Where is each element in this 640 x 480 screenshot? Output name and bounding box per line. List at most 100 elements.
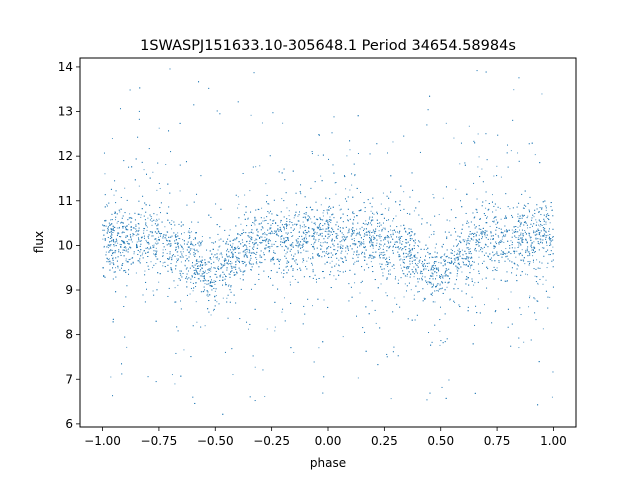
data-point (112, 239, 114, 241)
data-point (341, 236, 343, 238)
data-point (471, 257, 473, 259)
data-point (478, 241, 479, 243)
data-point (250, 236, 252, 238)
data-point (379, 263, 381, 265)
data-point (232, 255, 234, 257)
data-point (469, 267, 471, 269)
data-point (225, 284, 227, 286)
data-point (455, 239, 457, 241)
data-point (502, 253, 504, 255)
data-point (182, 239, 184, 241)
data-point (195, 301, 197, 303)
data-point (302, 221, 304, 223)
data-point (283, 273, 285, 274)
data-point (244, 250, 246, 252)
data-point (500, 218, 502, 220)
data-point (196, 321, 198, 323)
data-point (339, 229, 341, 231)
data-point (303, 260, 305, 261)
data-point (492, 251, 494, 253)
data-point (498, 236, 500, 238)
data-point (276, 234, 278, 236)
data-point (402, 273, 404, 274)
data-point (328, 233, 330, 235)
data-point (432, 301, 434, 303)
data-point (439, 284, 441, 286)
data-point (530, 236, 532, 238)
data-point (271, 258, 273, 260)
data-point (112, 257, 114, 259)
data-point (411, 257, 413, 259)
data-point (410, 252, 412, 254)
data-point (187, 241, 189, 243)
data-point (536, 300, 538, 302)
data-point (424, 297, 426, 299)
data-point (522, 259, 524, 261)
data-point (191, 231, 193, 233)
data-point (546, 267, 548, 269)
data-point (243, 271, 245, 273)
data-point (364, 223, 366, 225)
data-point (374, 309, 376, 311)
data-point (341, 232, 343, 234)
data-point (434, 271, 436, 273)
data-point (238, 260, 240, 262)
data-point (277, 258, 279, 260)
data-point (330, 231, 332, 233)
data-point (275, 241, 277, 243)
data-point (261, 242, 263, 244)
data-point (457, 249, 459, 251)
data-point (275, 230, 277, 232)
data-point (152, 290, 154, 292)
data-point (480, 247, 482, 249)
data-point (294, 279, 296, 280)
data-point (149, 204, 151, 206)
data-point (442, 277, 444, 279)
data-point (247, 235, 249, 237)
data-point (322, 242, 324, 244)
data-point (313, 238, 315, 240)
data-point (324, 230, 326, 232)
data-point (365, 234, 367, 236)
data-point (193, 245, 195, 247)
data-point (289, 219, 291, 221)
data-point (477, 166, 479, 168)
data-point (345, 250, 347, 252)
data-point (510, 253, 512, 255)
data-point (199, 270, 201, 272)
data-point (484, 235, 486, 237)
data-point (110, 219, 112, 221)
data-point (273, 250, 275, 252)
data-point (493, 175, 495, 177)
data-point (409, 243, 411, 245)
data-point (414, 242, 416, 244)
data-point (147, 217, 149, 219)
data-point (444, 253, 446, 255)
data-point (547, 234, 549, 236)
data-point (361, 280, 363, 282)
data-point (521, 237, 523, 239)
data-point (358, 254, 360, 256)
data-point (356, 215, 358, 217)
data-point (330, 221, 332, 223)
data-point (124, 243, 126, 245)
data-point (199, 263, 201, 265)
data-point (124, 246, 126, 248)
data-point (292, 229, 294, 231)
data-point (316, 233, 318, 235)
data-point (330, 271, 332, 273)
data-point (294, 213, 296, 215)
data-point (528, 232, 530, 234)
data-point (507, 326, 509, 328)
data-point (300, 252, 302, 254)
data-point (473, 236, 475, 238)
data-point (405, 239, 407, 241)
data-point (423, 269, 425, 271)
data-point (237, 233, 239, 235)
data-point (318, 238, 320, 240)
data-point (511, 229, 513, 231)
data-point (152, 245, 154, 247)
data-point (376, 211, 378, 213)
data-point (153, 244, 155, 246)
data-point (165, 235, 167, 237)
